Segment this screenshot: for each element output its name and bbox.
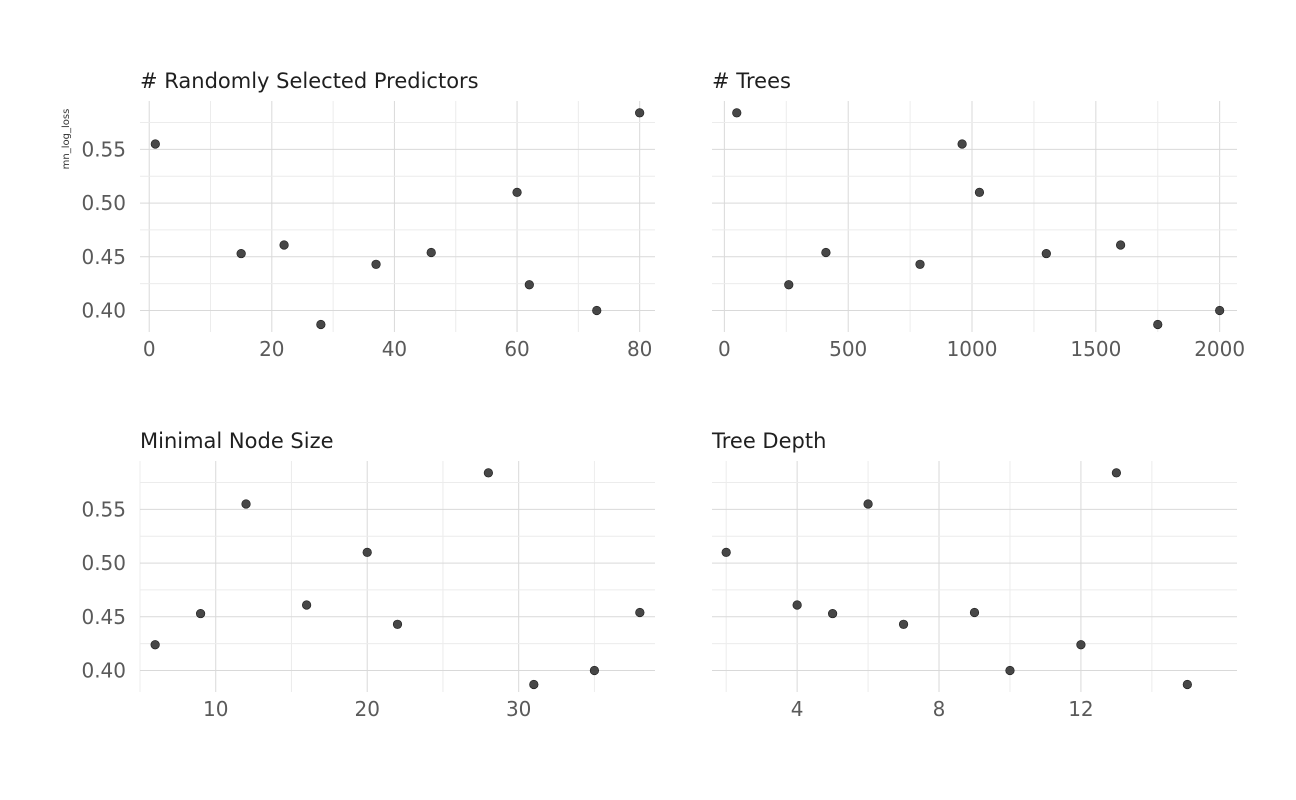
x-tick-label: 80 xyxy=(627,337,652,361)
data-point xyxy=(483,468,493,478)
panel-title: # Randomly Selected Predictors xyxy=(140,69,479,93)
data-point xyxy=(592,305,602,316)
x-tick-label: 1500 xyxy=(1070,337,1121,361)
data-point xyxy=(1153,319,1163,330)
data-point xyxy=(426,247,436,258)
x-tick-label: 4 xyxy=(791,697,804,721)
x-tick-label: 0 xyxy=(143,337,156,361)
data-point xyxy=(957,139,967,149)
data-point xyxy=(1182,679,1192,690)
data-point xyxy=(915,259,925,269)
data-point xyxy=(316,319,326,330)
data-point xyxy=(1076,640,1086,650)
data-point xyxy=(974,187,985,197)
panel-grid xyxy=(139,461,655,692)
data-point xyxy=(512,187,522,197)
data-point xyxy=(279,240,289,250)
y-tick-label: 0.40 xyxy=(81,299,126,323)
data-point xyxy=(863,499,873,509)
data-point xyxy=(392,619,403,629)
data-point xyxy=(589,665,600,676)
data-point xyxy=(635,108,645,118)
x-tick-label: 0 xyxy=(718,337,731,361)
data-point xyxy=(236,248,246,259)
y-axis-label: mn_log_loss xyxy=(61,109,72,170)
data-point xyxy=(524,280,534,290)
data-point xyxy=(1111,468,1121,478)
data-point xyxy=(529,679,539,690)
data-point xyxy=(784,280,794,290)
y-tick-label: 0.45 xyxy=(81,245,126,269)
x-tick-label: 12 xyxy=(1068,697,1093,721)
data-point xyxy=(732,108,742,118)
data-points xyxy=(721,468,1192,690)
y-tick-label: 0.50 xyxy=(81,191,126,215)
data-point xyxy=(828,608,838,619)
x-tick-label: 20 xyxy=(354,697,379,721)
data-points xyxy=(150,468,645,690)
x-tick-label: 60 xyxy=(504,337,529,361)
data-point xyxy=(1116,240,1126,250)
data-point xyxy=(150,139,160,149)
data-points xyxy=(732,108,1225,330)
panel-title: Tree Depth xyxy=(711,429,826,453)
y-tick-label: 0.50 xyxy=(81,551,126,575)
data-point xyxy=(1005,665,1015,676)
x-tick-label: 20 xyxy=(259,337,284,361)
panel-grid xyxy=(712,461,1237,692)
panel-grid xyxy=(140,101,655,332)
x-tick-label: 30 xyxy=(506,697,531,721)
data-point xyxy=(195,608,206,619)
data-point xyxy=(371,259,381,269)
data-point xyxy=(635,607,645,618)
data-point xyxy=(1215,305,1225,316)
x-tick-label: 10 xyxy=(203,697,228,721)
x-tick-label: 1000 xyxy=(947,337,998,361)
panel-grid xyxy=(712,101,1237,332)
panel-min-node-size: Minimal Node Size 10 20 30 0.40 0.45 0.50 0.55 xyxy=(81,429,655,721)
panel-trees: # Trees 0 500 1000 1500 2000 xyxy=(712,69,1245,361)
data-point xyxy=(302,600,312,610)
x-tick-label: 40 xyxy=(382,337,407,361)
data-point xyxy=(362,547,372,557)
data-point xyxy=(969,607,980,618)
data-point xyxy=(898,619,909,629)
data-point xyxy=(150,640,160,650)
data-points xyxy=(150,108,645,330)
y-tick-label: 0.40 xyxy=(81,659,126,683)
data-point xyxy=(792,600,802,610)
y-tick-label: 0.55 xyxy=(81,497,126,521)
data-point xyxy=(821,247,831,258)
panel-predictors: # Randomly Selected Predictors 0 20 40 60 80 0… xyxy=(81,69,655,361)
panel-title: Minimal Node Size xyxy=(140,429,334,453)
x-tick-label: 2000 xyxy=(1194,337,1245,361)
x-tick-label: 8 xyxy=(933,697,946,721)
y-tick-label: 0.55 xyxy=(81,137,126,161)
panel-tree-depth: Tree Depth 4 8 12 xyxy=(711,429,1237,721)
data-point xyxy=(1041,248,1051,259)
data-point xyxy=(241,499,251,509)
panel-title: # Trees xyxy=(712,69,791,93)
data-point xyxy=(721,547,731,557)
x-tick-label: 500 xyxy=(829,337,867,361)
y-tick-label: 0.45 xyxy=(81,605,126,629)
